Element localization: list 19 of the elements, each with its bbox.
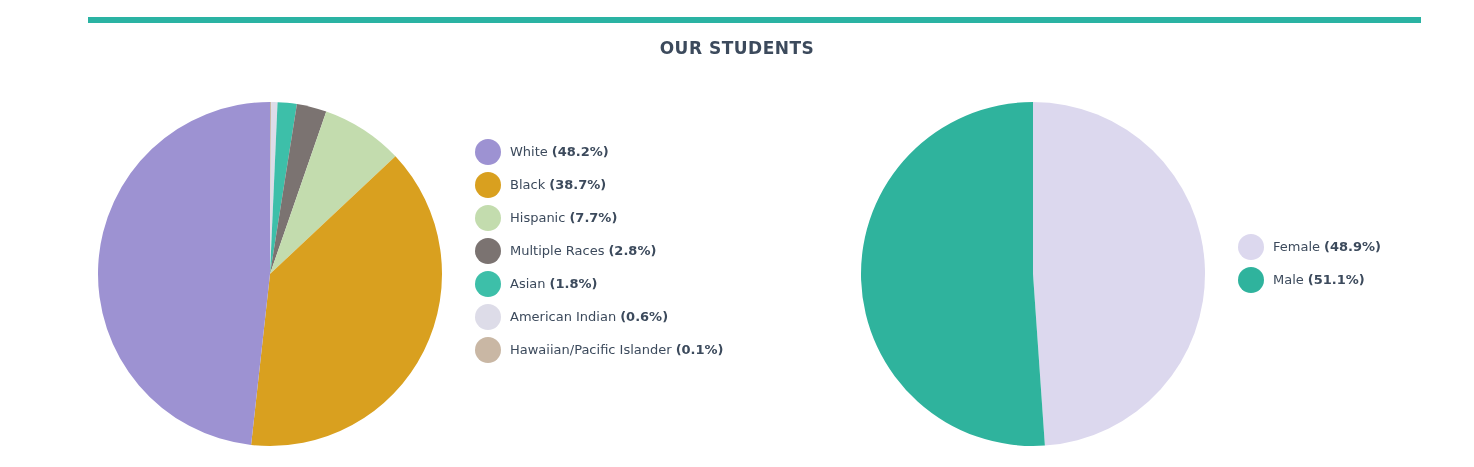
legend-label: Hispanic (510, 210, 566, 225)
data-label: (38.7%) (549, 177, 607, 192)
data-label: (2.8%) (608, 243, 657, 258)
data-label: (51.1%) (1307, 272, 1365, 287)
data-label: (48.9%) (1324, 239, 1381, 254)
data-label: (7.7%) (569, 210, 618, 225)
chart-title: OUR STUDENTS (658, 38, 816, 58)
data-label: (0.1%) (675, 342, 724, 357)
legend-label: Hawaiian/Pacific Islander (510, 342, 672, 357)
legend-label: Male (1273, 272, 1304, 287)
data-label: (48.2%) (551, 144, 609, 159)
legend-label: Asian (510, 276, 546, 291)
legend-label: Female (1273, 239, 1321, 254)
legend-label: White (510, 144, 548, 159)
legend-label: Multiple Races (510, 243, 605, 258)
data-label: (1.8%) (549, 276, 598, 291)
legend-label: Black (510, 177, 546, 192)
legend-label: American Indian (510, 309, 617, 324)
data-label: (0.6%) (620, 309, 669, 324)
